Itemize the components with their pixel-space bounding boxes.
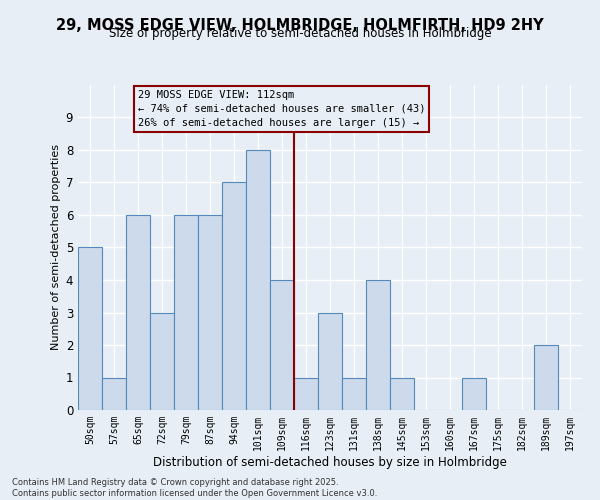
Bar — [318, 312, 342, 410]
Bar — [390, 378, 414, 410]
Text: Size of property relative to semi-detached houses in Holmbridge: Size of property relative to semi-detach… — [109, 28, 491, 40]
Bar — [198, 215, 222, 410]
Text: 29, MOSS EDGE VIEW, HOLMBRIDGE, HOLMFIRTH, HD9 2HY: 29, MOSS EDGE VIEW, HOLMBRIDGE, HOLMFIRT… — [56, 18, 544, 32]
Bar — [294, 378, 318, 410]
Text: Contains HM Land Registry data © Crown copyright and database right 2025.
Contai: Contains HM Land Registry data © Crown c… — [12, 478, 377, 498]
Bar — [222, 182, 246, 410]
Bar — [534, 345, 558, 410]
Bar — [126, 215, 150, 410]
Text: 29 MOSS EDGE VIEW: 112sqm
← 74% of semi-detached houses are smaller (43)
26% of : 29 MOSS EDGE VIEW: 112sqm ← 74% of semi-… — [138, 90, 425, 128]
Y-axis label: Number of semi-detached properties: Number of semi-detached properties — [52, 144, 61, 350]
Bar — [366, 280, 390, 410]
Bar — [246, 150, 270, 410]
Bar — [150, 312, 174, 410]
X-axis label: Distribution of semi-detached houses by size in Holmbridge: Distribution of semi-detached houses by … — [153, 456, 507, 468]
Bar — [462, 378, 486, 410]
Bar — [102, 378, 126, 410]
Bar — [270, 280, 294, 410]
Bar — [342, 378, 366, 410]
Bar — [78, 248, 102, 410]
Bar — [174, 215, 198, 410]
